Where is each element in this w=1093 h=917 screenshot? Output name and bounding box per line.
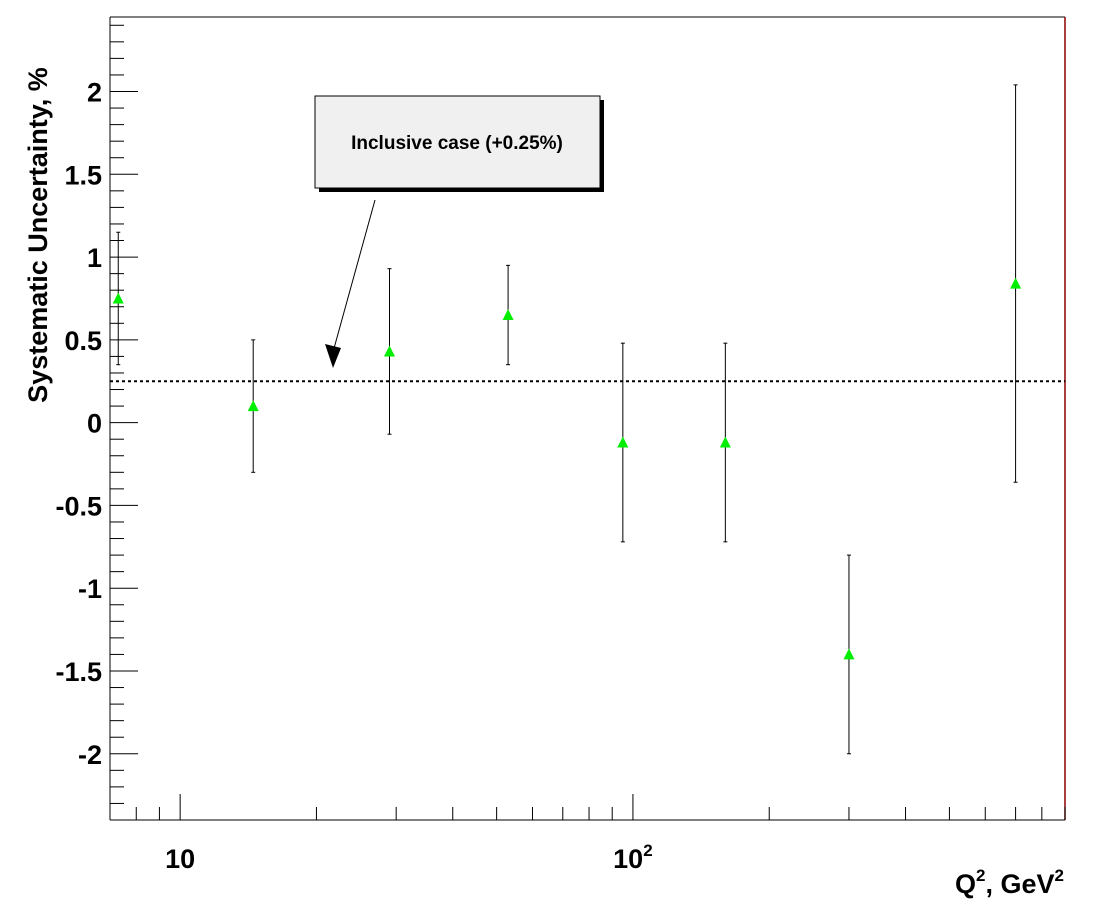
y-tick-label: 0.5 <box>64 326 102 356</box>
annotation-arrow-head <box>325 344 341 368</box>
triangle-marker <box>112 292 124 304</box>
y-tick-label: -0.5 <box>55 491 102 521</box>
triangle-marker <box>247 400 259 412</box>
x-axis-label-mid: , GeV <box>986 869 1055 899</box>
triangle-marker <box>1010 277 1022 289</box>
data-point <box>247 339 259 473</box>
annotation-arrow-line <box>332 199 376 353</box>
x-axis-label-sup2: 2 <box>1055 866 1064 885</box>
y-tick-label: -2 <box>78 740 102 770</box>
triangle-marker <box>617 436 629 448</box>
data-point <box>384 268 396 435</box>
annotation-box <box>314 95 601 189</box>
x-axis-ticks: 10 102 <box>109 794 1066 874</box>
annotation-group: Inclusive case (+0.25%) <box>314 95 604 368</box>
y-tick-label: -1.5 <box>55 657 102 687</box>
triangle-marker <box>384 345 396 357</box>
y-axis-label: Systematic Uncertainty, % <box>23 67 53 403</box>
y-tick-label: -1 <box>78 574 102 604</box>
data-point <box>719 342 731 543</box>
x-axis-label: Q2, GeV2 <box>955 866 1064 899</box>
data-point <box>1010 84 1022 483</box>
y-tick-label: 1.5 <box>64 160 102 190</box>
triangle-marker <box>719 436 731 448</box>
y-tick-label: 0 <box>87 409 102 439</box>
data-point <box>502 264 514 366</box>
data-point <box>843 554 855 755</box>
x-axis-label-base: Q <box>955 869 976 899</box>
data-point <box>112 231 124 366</box>
annotation-text: Inclusive case (+0.25%) <box>351 133 563 154</box>
y-tick-label: 1 <box>87 243 102 273</box>
axis-labels: Systematic Uncertainty, % Q2, GeV2 <box>23 67 1064 899</box>
x-axis-label-sup1: 2 <box>976 866 985 885</box>
x-tick-label: 10 <box>165 844 195 874</box>
x-tick-label: 102 <box>613 841 653 874</box>
data-point <box>617 342 629 543</box>
triangle-marker <box>843 648 855 660</box>
triangle-marker <box>502 309 514 321</box>
y-axis-ticks: -2 -1.5 -1 -0.5 0 0.5 1 1.5 2 <box>55 24 138 821</box>
data-points <box>112 84 1022 755</box>
y-tick-label: 2 <box>87 78 102 108</box>
